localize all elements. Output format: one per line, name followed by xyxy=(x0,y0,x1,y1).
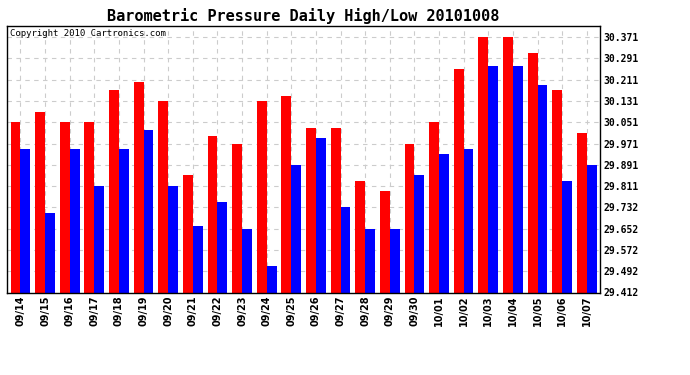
Bar xyxy=(503,37,513,292)
Bar xyxy=(208,135,217,292)
Bar xyxy=(134,82,144,292)
Bar xyxy=(306,128,316,292)
Bar xyxy=(355,181,365,292)
Bar xyxy=(242,229,252,292)
Bar xyxy=(21,149,30,292)
Bar xyxy=(331,128,341,292)
Bar xyxy=(439,154,449,292)
Bar xyxy=(454,69,464,292)
Bar xyxy=(109,90,119,292)
Bar xyxy=(552,90,562,292)
Bar xyxy=(429,122,439,292)
Bar xyxy=(193,226,203,292)
Bar xyxy=(562,181,572,292)
Bar xyxy=(217,202,227,292)
Bar xyxy=(415,176,424,292)
Bar xyxy=(341,207,351,292)
Bar xyxy=(380,192,390,292)
Bar xyxy=(538,85,547,292)
Bar xyxy=(95,186,104,292)
Bar xyxy=(282,96,291,292)
Bar xyxy=(45,213,55,292)
Bar xyxy=(144,130,153,292)
Bar xyxy=(10,122,21,292)
Bar xyxy=(478,37,489,292)
Bar xyxy=(233,144,242,292)
Bar xyxy=(316,138,326,292)
Bar xyxy=(586,165,597,292)
Text: Copyright 2010 Cartronics.com: Copyright 2010 Cartronics.com xyxy=(10,29,166,38)
Title: Barometric Pressure Daily High/Low 20101008: Barometric Pressure Daily High/Low 20101… xyxy=(108,8,500,24)
Bar xyxy=(183,176,193,292)
Bar xyxy=(168,186,178,292)
Bar xyxy=(513,66,523,292)
Bar xyxy=(60,122,70,292)
Bar xyxy=(365,229,375,292)
Bar xyxy=(404,144,415,292)
Bar xyxy=(266,266,277,292)
Bar xyxy=(577,133,586,292)
Bar xyxy=(489,66,498,292)
Bar xyxy=(119,149,129,292)
Bar xyxy=(84,122,95,292)
Bar xyxy=(158,101,168,292)
Bar xyxy=(291,165,301,292)
Bar xyxy=(528,53,538,292)
Bar xyxy=(35,111,45,292)
Bar xyxy=(390,229,400,292)
Bar xyxy=(70,149,79,292)
Bar xyxy=(257,101,266,292)
Bar xyxy=(464,149,473,292)
